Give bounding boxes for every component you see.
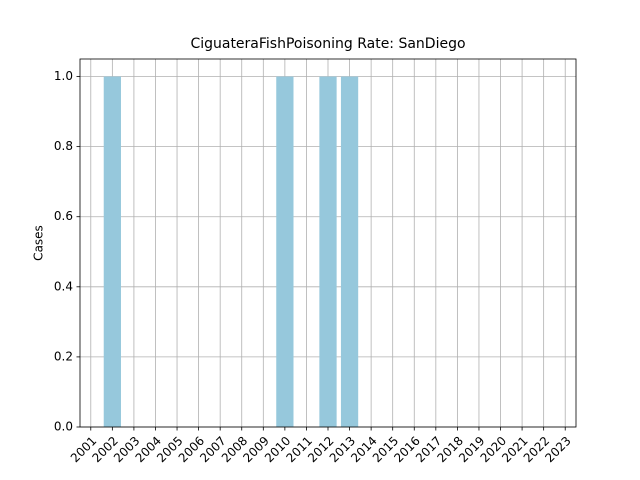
chart-title: CiguateraFishPoisoning Rate: SanDiego bbox=[190, 36, 465, 52]
y-tick-label: 0.4 bbox=[54, 279, 73, 293]
y-tick-label: 0.2 bbox=[54, 349, 73, 363]
y-tick-label: 0.6 bbox=[54, 209, 73, 223]
y-tick-label: 1.0 bbox=[54, 69, 73, 83]
y-tick-label: 0.8 bbox=[54, 139, 73, 153]
bar bbox=[319, 76, 337, 428]
y-tick-label: 0.0 bbox=[54, 420, 73, 434]
bar bbox=[276, 76, 294, 428]
bar bbox=[103, 76, 121, 428]
y-axis-label: Cases bbox=[32, 225, 46, 261]
bar bbox=[340, 76, 359, 428]
plot-area bbox=[80, 59, 576, 428]
